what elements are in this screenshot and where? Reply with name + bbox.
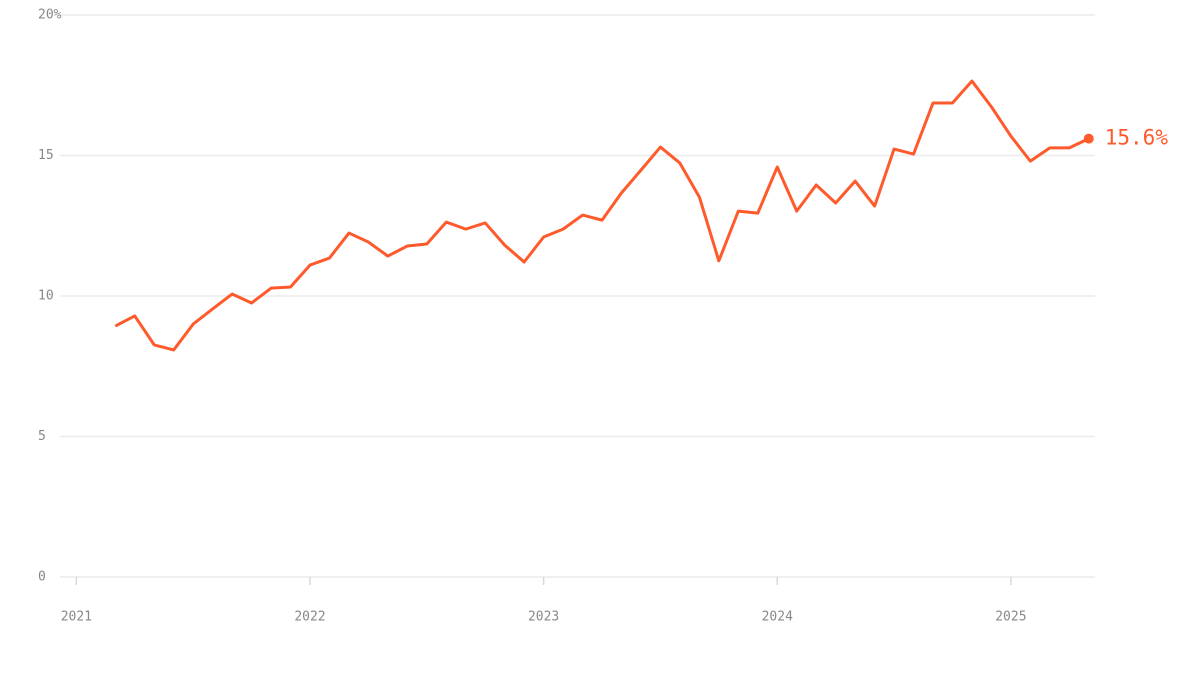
- x-tick-label: 2023: [528, 610, 559, 625]
- y-tick-label: 5: [38, 429, 46, 444]
- y-tick-label: 10: [38, 289, 54, 304]
- x-tick-label: 2021: [61, 610, 92, 625]
- line: [114, 79, 1090, 352]
- end-point: [1083, 133, 1094, 144]
- x-tick-label: 2025: [995, 610, 1026, 625]
- y-tick-label: 20%: [38, 8, 62, 23]
- x-tick-label: 2022: [294, 610, 325, 625]
- x-tick-label: 2024: [762, 610, 793, 625]
- end-label: 15.6%: [1105, 126, 1169, 150]
- y-tick-label: 0: [38, 570, 46, 585]
- y-tick-label: 15: [38, 148, 54, 163]
